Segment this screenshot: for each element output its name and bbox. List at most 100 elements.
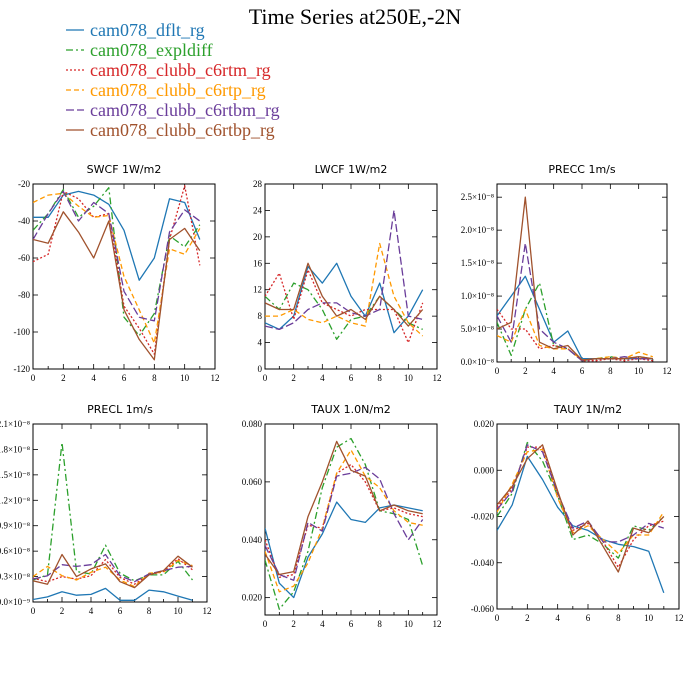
series-line-cam078-clubb-c6rtm-rg: [497, 446, 664, 569]
x-tick-label: 4: [91, 373, 96, 383]
legend-label: cam078_clubb_c6rtbm_rg: [90, 100, 280, 120]
series-line-cam078-clubb-c6rtbm-rg: [265, 209, 423, 331]
x-tick-label: 4: [320, 373, 325, 383]
x-tick-label: 12: [663, 366, 672, 376]
x-tick-label: 2: [291, 373, 296, 383]
plot-frame: [496, 183, 668, 363]
chart-panels: SWCF 1W/m20 2 4 6 8 10 12-120-100-80-60-40-20L…: [0, 163, 684, 629]
x-tick-label: 8: [377, 619, 382, 629]
x-tick-label: 4: [320, 619, 325, 629]
series-line-cam078-dflt-rg: [265, 262, 424, 334]
series-line-cam078-clubb-c6rtp-rg: [33, 192, 201, 344]
series-line-cam078-clubb-c6rtbm-rg: [33, 190, 201, 322]
y-tick-label: -100: [14, 327, 31, 337]
series-line-cam078-dflt-rg: [33, 190, 201, 281]
series-line-cam078-clubb-c6rtm-rg: [33, 558, 193, 585]
series-line-cam078-dflt-rg: [497, 275, 653, 360]
legend-label: cam078_dflt_rg: [90, 20, 205, 40]
x-tick-label: 0: [31, 606, 36, 616]
legend-label: cam078_clubb_c6rtbp_rg: [90, 120, 275, 140]
series-line-cam078-clubb-c6rtbm-rg: [497, 444, 664, 543]
series-line-cam078-clubb-c6rtp-rg: [265, 242, 424, 337]
legend-label: cam078_clubb_c6rtm_rg: [90, 60, 271, 80]
x-tick-label: 10: [180, 373, 190, 383]
x-tick-label: 6: [349, 373, 354, 383]
x-tick-label: 10: [404, 373, 414, 383]
panel-title: TAUY 1N/m2: [553, 403, 622, 416]
series-line-cam078-clubb-c6rtm-rg: [33, 185, 201, 355]
y-tick-label: 24: [253, 205, 263, 215]
y-tick-label: 2.5×10⁻⁸: [461, 192, 494, 202]
legend-label: cam078_clubb_c6rtp_rg: [90, 80, 266, 100]
series-line-cam078-clubb-c6rtbm-rg: [265, 466, 424, 581]
y-tick-label: 0.000: [474, 465, 495, 475]
y-tick-label: 0.0×10⁻⁸: [461, 357, 494, 367]
x-tick-label: 0: [263, 373, 268, 383]
series-line-cam078-clubb-c6rtm-rg: [265, 463, 423, 579]
x-tick-label: 8: [152, 373, 157, 383]
y-tick-label: -0.040: [471, 558, 495, 568]
panel-title: TAUX 1.0N/m2: [310, 403, 391, 416]
x-tick-label: 8: [608, 366, 613, 376]
y-tick-label: -20: [18, 179, 30, 189]
y-tick-label: 0.060: [242, 477, 263, 487]
y-tick-label: 12: [253, 285, 262, 295]
y-tick-label: 1.8×10⁻⁸: [0, 444, 30, 454]
series-line-cam078-clubb-c6rtm-rg: [265, 269, 424, 344]
series-line-cam078-clubb-c6rtbm-rg: [33, 553, 193, 583]
y-tick-label: 0.040: [242, 535, 263, 545]
y-tick-label: 1.5×10⁻⁸: [0, 470, 30, 480]
x-tick-label: 6: [122, 373, 127, 383]
y-tick-label: 1.2×10⁻⁸: [0, 495, 30, 505]
legend-label: cam078_expldiff: [90, 40, 213, 60]
y-tick-label: 8: [258, 311, 263, 321]
x-tick-label: 2: [60, 606, 65, 616]
x-tick-label: 4: [89, 606, 94, 616]
x-tick-label: 12: [433, 619, 442, 629]
y-tick-label: 20: [253, 232, 263, 242]
panel-title: PRECC 1m/s: [548, 163, 616, 176]
x-tick-label: 2: [61, 373, 66, 383]
figure-title: Time Series at250E,-2N: [249, 4, 462, 29]
y-tick-label: 28: [253, 179, 263, 189]
x-tick-label: 4: [551, 366, 556, 376]
x-tick-label: 8: [377, 373, 382, 383]
series-line-cam078-clubb-c6rtbp-rg: [265, 262, 424, 327]
y-tick-label: 0.0×10⁻⁹: [0, 597, 30, 607]
y-tick-label: 5.0×10⁻⁸: [461, 324, 494, 334]
y-tick-label: -120: [14, 364, 31, 374]
panel-title: SWCF 1W/m2: [87, 163, 162, 176]
x-tick-label: 8: [616, 613, 621, 623]
y-tick-label: 0.9×10⁻⁸: [0, 521, 30, 531]
y-tick-label: 0.020: [474, 419, 495, 429]
y-tick-label: 4: [258, 338, 263, 348]
y-tick-label: 2.0×10⁻⁸: [461, 225, 494, 235]
series-line-cam078-expldiff: [33, 441, 194, 582]
chart-panel: TAUX 1.0N/m2 0 2 4 6 8 10 12 0.020 0.040 0.060 0.08…: [242, 403, 442, 629]
y-tick-label: -60: [18, 253, 30, 263]
x-tick-label: 6: [586, 613, 591, 623]
x-tick-label: 12: [203, 606, 212, 616]
chart-panel: SWCF 1W/m2 0 2 4 6 8 10 12 -120 -100 -80 -60 -40 -20: [14, 163, 220, 383]
series-line-cam078-dflt-rg: [33, 587, 193, 601]
y-tick-label: 2.1×10⁻⁸: [0, 419, 30, 429]
x-tick-label: 6: [580, 366, 585, 376]
chart-panel: PRECL 1m/s 0 2 4 6 8 10 12 0.0×10⁻⁹ 0.3×10⁻⁸ 0.6×1…: [0, 403, 212, 616]
series-line-cam078-clubb-c6rtbp-rg: [497, 444, 665, 573]
series-line-cam078-expldiff: [265, 282, 423, 340]
x-tick-label: 6: [349, 619, 354, 629]
x-tick-label: 2: [523, 366, 528, 376]
series-line-cam078-clubb-c6rtbp-rg: [33, 211, 201, 361]
chart-panel: TAUY 1N/m2 0 2 4 6 8 10 12 -0.060 -0.040 -0.020 0.0…: [471, 403, 684, 623]
panel-title: LWCF 1W/m2: [315, 163, 388, 176]
x-tick-label: 6: [118, 606, 123, 616]
plot-frame: [264, 183, 438, 370]
chart-panel: PRECC 1m/s 0 2 4 6 8 10 12 0.0×10⁻⁸ 5.0×10⁻⁸ 1.0×1…: [461, 163, 672, 376]
series-line-cam078-clubb-c6rtbp-rg: [497, 196, 653, 361]
x-tick-label: 2: [291, 619, 296, 629]
y-tick-label: -80: [18, 290, 30, 300]
series-line-cam078-clubb-c6rtbp-rg: [265, 440, 423, 576]
x-tick-label: 0: [495, 613, 500, 623]
